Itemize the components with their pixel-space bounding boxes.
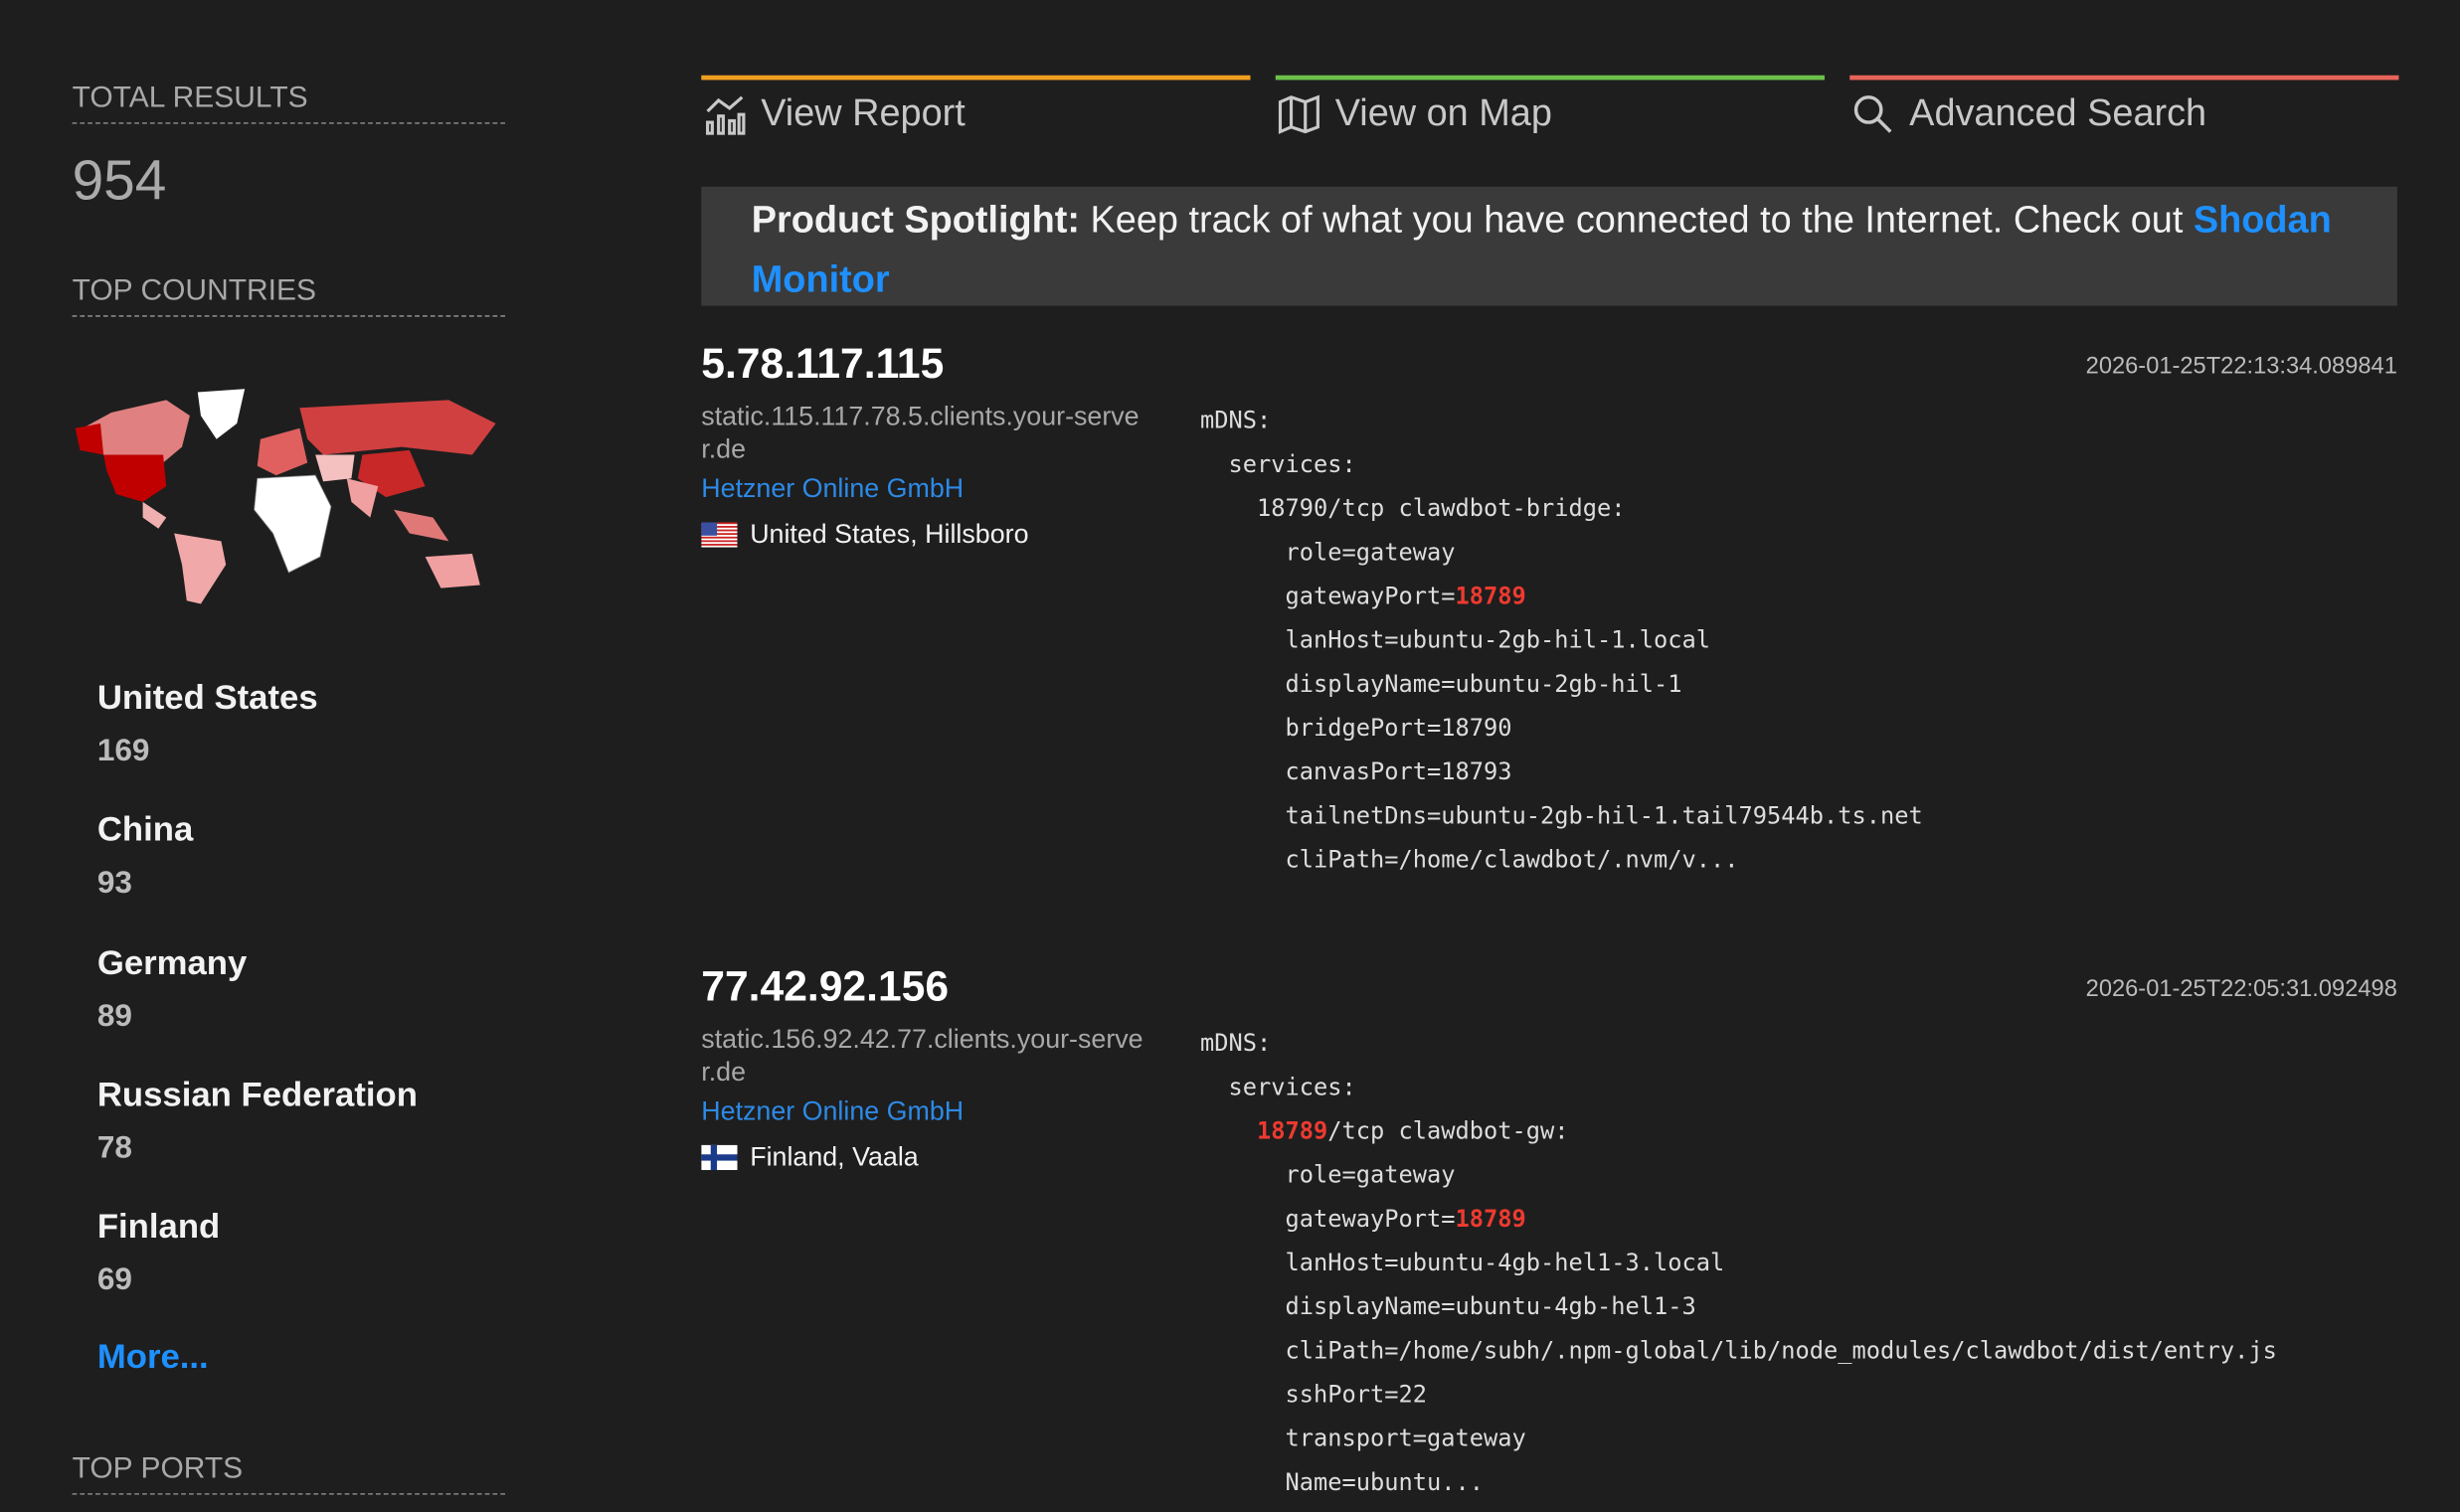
location-city: Hillsboro xyxy=(925,519,1029,550)
banner-line: 18790/tcp clawdbot-bridge: xyxy=(1200,486,1923,530)
banner-line: sshPort=22 xyxy=(1200,1373,2277,1417)
banner-line: displayName=ubuntu-4gb-hel1-3 xyxy=(1200,1284,2277,1328)
country-item[interactable]: Finland 69 xyxy=(97,1206,220,1298)
world-map[interactable] xyxy=(73,385,505,612)
country-count: 78 xyxy=(96,1130,132,1166)
banner-text: mDNS: xyxy=(1200,1029,1272,1058)
result-hostname: static.156.92.42.77.clients.your-server.… xyxy=(701,1024,1143,1088)
result-hostname: static.115.117.78.5.clients.your-server.… xyxy=(701,401,1140,465)
more-countries-link[interactable]: More... xyxy=(96,1336,209,1376)
chart-icon xyxy=(706,95,746,135)
country-count: 89 xyxy=(96,999,132,1034)
top-countries-label: TOP COUNTRIES xyxy=(72,274,506,317)
tab-label: View on Map xyxy=(1334,92,1552,135)
banner-text: lanHost=ubuntu-4gb-hel1-3.local xyxy=(1285,1248,1725,1277)
shodan-monitor-link[interactable]: Shodan Monitor xyxy=(751,199,2332,301)
banner-text: services: xyxy=(1228,1073,1356,1101)
banner-line: bridgePort=18790 xyxy=(1200,706,1923,750)
banner-line: mDNS: xyxy=(1200,399,1923,442)
total-results-label: TOTAL RESULTS xyxy=(72,82,506,124)
result-timestamp: 2026-01-25T22:05:31.092498 xyxy=(2085,975,2397,1003)
us-flag-icon xyxy=(701,522,738,548)
banner-line: lanHost=ubuntu-2gb-hil-1.local xyxy=(1200,618,1923,662)
country-name: United States xyxy=(96,677,318,718)
location-country[interactable]: United States xyxy=(750,519,911,550)
banner-line: services: xyxy=(1200,1065,2277,1108)
result-banner: mDNS: services: 18790/tcp clawdbot-bridg… xyxy=(1200,399,1923,882)
banner-text: bridgePort=18790 xyxy=(1285,713,1512,743)
country-item[interactable]: United States 169 xyxy=(97,678,318,770)
banner-text: cliPath=/home/clawdbot/.nvm/v... xyxy=(1285,845,1739,874)
banner-text: canvasPort=18793 xyxy=(1285,757,1512,786)
country-count: 93 xyxy=(96,865,132,901)
country-count: 169 xyxy=(96,734,150,769)
search-icon xyxy=(1853,95,1892,133)
country-item[interactable]: China 93 xyxy=(97,809,193,902)
result-banner: mDNS: services: 18789/tcp clawdbot-gw: r… xyxy=(1200,1021,2277,1504)
banner-text: gatewayPort= xyxy=(1285,1204,1456,1234)
banner-text: lanHost=ubuntu-2gb-hil-1.local xyxy=(1285,625,1710,654)
banner-text: Name=ubuntu... xyxy=(1285,1467,1485,1497)
banner-line: displayName=ubuntu-2gb-hil-1 xyxy=(1200,662,1923,706)
tab-view-report[interactable]: View Report xyxy=(701,75,1251,149)
banner-line: tailnetDns=ubuntu-2gb-hil-1.tail79544b.t… xyxy=(1200,793,1923,837)
highlight-port: 18789 xyxy=(1455,582,1526,610)
product-spotlight-banner: Product Spotlight: Keep track of what yo… xyxy=(701,186,2397,306)
tab-label: Advanced Search xyxy=(1909,92,2207,135)
country-count: 69 xyxy=(96,1262,132,1297)
banner-text: displayName=ubuntu-4gb-hel1-3 xyxy=(1285,1292,1696,1321)
banner-line: role=gateway xyxy=(1200,1153,2277,1197)
highlight-port: 18789 xyxy=(1455,1204,1526,1234)
banner-text: 18790/tcp clawdbot-bridge: xyxy=(1257,494,1626,523)
banner-line: role=gateway xyxy=(1200,530,1923,574)
banner-line: services: xyxy=(1200,442,1923,486)
country-name: Russian Federation xyxy=(96,1074,418,1114)
country-name: China xyxy=(96,809,194,849)
banner-text: transport=gateway xyxy=(1285,1424,1526,1453)
result-location: Finland, Vaala xyxy=(701,1141,919,1174)
spotlight-text: Keep track of what you have connected to… xyxy=(1079,199,2194,242)
result-ip[interactable]: 77.42.92.156 xyxy=(701,962,950,1011)
banner-line: transport=gateway xyxy=(1200,1417,2277,1460)
banner-text: mDNS: xyxy=(1200,406,1272,435)
highlight-port: 18789 xyxy=(1257,1116,1328,1145)
tab-label: View Report xyxy=(761,92,966,135)
fi-flag-icon xyxy=(701,1144,738,1171)
country-name: Finland xyxy=(96,1206,221,1246)
banner-text: sshPort=22 xyxy=(1285,1380,1428,1409)
tab-advanced-search[interactable]: Advanced Search xyxy=(1849,75,2399,149)
banner-text: services: xyxy=(1228,449,1356,479)
total-results-count: 954 xyxy=(72,147,167,213)
country-item[interactable]: Russian Federation 78 xyxy=(97,1075,418,1167)
banner-line: mDNS: xyxy=(1200,1021,2277,1065)
banner-text: /tcp clawdbot-gw: xyxy=(1327,1116,1569,1145)
location-country[interactable]: Finland xyxy=(750,1141,838,1172)
country-name: Germany xyxy=(96,942,248,982)
banner-line: cliPath=/home/clawdbot/.nvm/v... xyxy=(1200,838,1923,882)
result-location: United States, Hillsboro xyxy=(701,519,1028,551)
banner-text: cliPath=/home/subh/.npm-global/lib/node_… xyxy=(1285,1336,2277,1365)
banner-line: cliPath=/home/subh/.npm-global/lib/node_… xyxy=(1200,1328,2277,1372)
banner-text: role=gateway xyxy=(1285,1160,1456,1189)
banner-text: gatewayPort= xyxy=(1285,582,1456,610)
banner-line: Name=ubuntu... xyxy=(1200,1460,2277,1504)
banner-line: gatewayPort=18789 xyxy=(1200,1197,2277,1241)
banner-line: 18789/tcp clawdbot-gw: xyxy=(1200,1109,2277,1153)
spotlight-title: Product Spotlight: xyxy=(751,199,1080,242)
banner-line: lanHost=ubuntu-4gb-hel1-3.local xyxy=(1200,1241,2277,1284)
tab-view-on-map[interactable]: View on Map xyxy=(1275,75,1825,149)
result-org-link[interactable]: Hetzner Online GmbH xyxy=(701,1095,965,1126)
top-ports-label: TOP PORTS xyxy=(72,1452,506,1495)
banner-text: role=gateway xyxy=(1285,538,1456,567)
banner-text: displayName=ubuntu-2gb-hil-1 xyxy=(1285,669,1682,699)
banner-text: tailnetDns=ubuntu-2gb-hil-1.tail79544b.t… xyxy=(1285,801,1923,830)
banner-line: gatewayPort=18789 xyxy=(1200,574,1923,617)
result-ip[interactable]: 5.78.117.115 xyxy=(701,340,945,388)
banner-line: canvasPort=18793 xyxy=(1200,750,1923,793)
result-org-link[interactable]: Hetzner Online GmbH xyxy=(701,473,965,504)
country-item[interactable]: Germany 89 xyxy=(97,942,248,1035)
map-icon xyxy=(1278,94,1319,134)
location-city: Vaala xyxy=(852,1141,919,1172)
result-timestamp: 2026-01-25T22:13:34.089841 xyxy=(2085,353,2397,380)
